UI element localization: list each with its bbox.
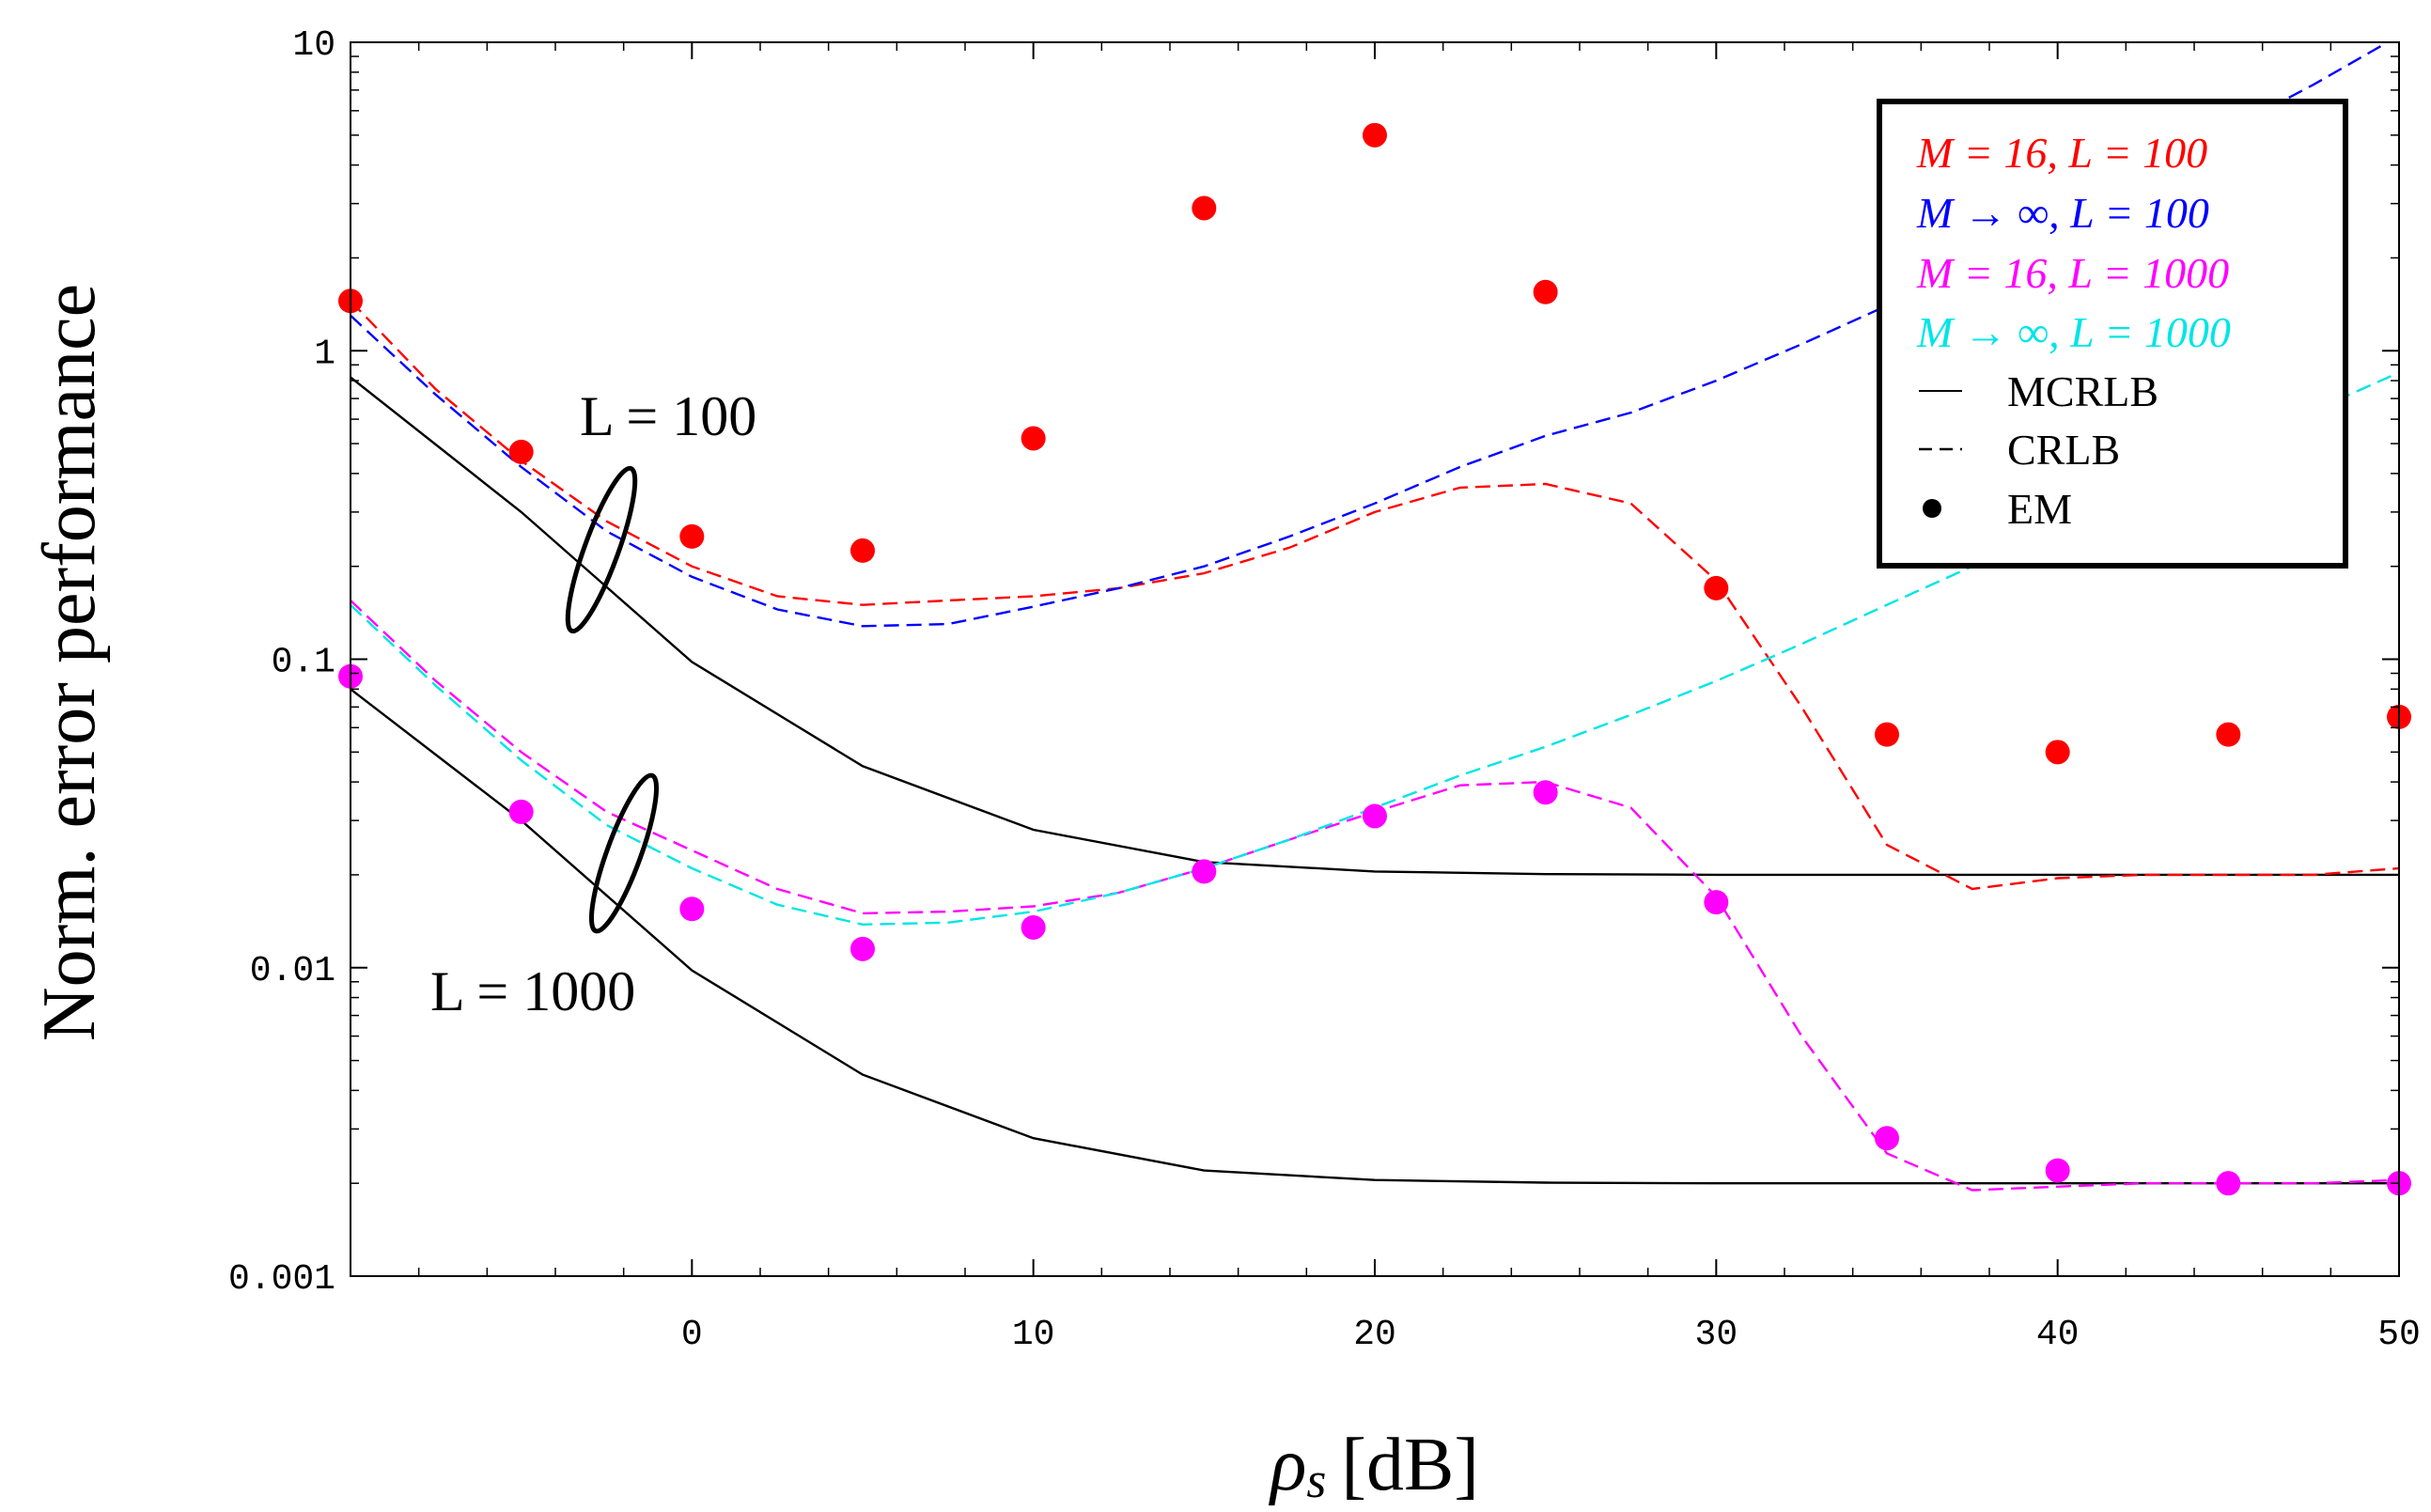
annotation-ellipse-l100 <box>565 465 638 634</box>
em-point-1-1 <box>508 799 534 824</box>
x-axis-title-unit: [dB] <box>1341 1424 1479 1506</box>
ticks-layer: 0.001 0.01 0.1 1 10 0 10 20 30 40 50 <box>228 25 2421 1355</box>
y-tick-label-3: 1 <box>314 334 335 374</box>
scatter-layer <box>338 122 2411 1196</box>
legend-entry-6: EM <box>2007 485 2072 533</box>
legend-box <box>1877 99 2348 569</box>
em-point-1-5 <box>1192 859 1217 884</box>
em-point-0-5 <box>1192 195 1217 221</box>
em-point-0-4 <box>1021 426 1046 451</box>
em-point-0-9 <box>1875 722 1899 747</box>
series-line-2 <box>351 300 2399 891</box>
y-axis-title: Norm. error performance <box>28 284 111 1041</box>
legend-entry-1: M → ∞, L = 100 <box>1916 189 2209 237</box>
x-axis-title: ρs [dB] <box>1268 1424 1479 1508</box>
em-point-0-10 <box>2045 740 2070 765</box>
em-point-1-11 <box>2216 1171 2241 1196</box>
y-tick-label-1: 0.01 <box>250 951 335 991</box>
legend-entry-5: CRLB <box>2007 426 2120 474</box>
x-tick-label-3: 30 <box>1695 1315 1738 1355</box>
y-tick-label-0: 0.001 <box>228 1259 335 1300</box>
legend-entry-3: M → ∞, L = 1000 <box>1916 308 2231 356</box>
series-line-4 <box>351 600 2399 1192</box>
em-point-1-2 <box>679 896 705 922</box>
legend-entry-2: M = 16, L = 1000 <box>1916 249 2229 297</box>
x-tick-label-1: 10 <box>1012 1315 1055 1355</box>
series-line-1 <box>351 688 2399 1185</box>
x-tick-label-4: 40 <box>2036 1315 2080 1355</box>
em-point-1-3 <box>850 936 875 961</box>
legend-entry-4: MCRLB <box>2007 367 2158 415</box>
legend-entry-0: M = 16, L = 100 <box>1916 129 2207 177</box>
em-point-0-11 <box>2216 722 2241 747</box>
em-point-0-1 <box>508 439 534 464</box>
annotation-ellipse-l1000 <box>588 772 660 934</box>
x-tick-label-2: 20 <box>1353 1315 1396 1355</box>
x-tick-label-5: 50 <box>2377 1315 2421 1355</box>
y-tick-label-2: 0.1 <box>272 643 335 683</box>
em-point-0-2 <box>679 523 705 549</box>
em-point-1-6 <box>1363 803 1387 829</box>
em-point-0-3 <box>850 538 875 563</box>
annotation-l1000: L = 1000 <box>430 960 635 1022</box>
y-tick-label-4: 10 <box>292 25 335 66</box>
em-point-0-6 <box>1363 122 1387 148</box>
em-point-1-4 <box>1021 914 1046 940</box>
x-axis-title-subscript: s <box>1306 1452 1326 1508</box>
em-point-0-7 <box>1533 279 1558 304</box>
series-line-0 <box>351 376 2399 877</box>
legend-swatch-dot <box>1923 499 1941 518</box>
annotation-l100: L = 100 <box>580 385 756 447</box>
em-point-0-8 <box>1704 575 1729 600</box>
x-tick-label-0: 0 <box>681 1315 703 1355</box>
em-point-1-8 <box>1704 890 1729 915</box>
em-point-1-9 <box>1875 1126 1899 1151</box>
em-point-1-10 <box>2045 1158 2070 1183</box>
em-point-1-7 <box>1533 780 1558 805</box>
legend: M = 16, L = 100 M → ∞, L = 100 M = 16, L =… <box>1877 99 2348 569</box>
x-axis-title-symbol: ρ <box>1268 1424 1306 1506</box>
annotations: L = 100 L = 1000 <box>430 385 756 1022</box>
